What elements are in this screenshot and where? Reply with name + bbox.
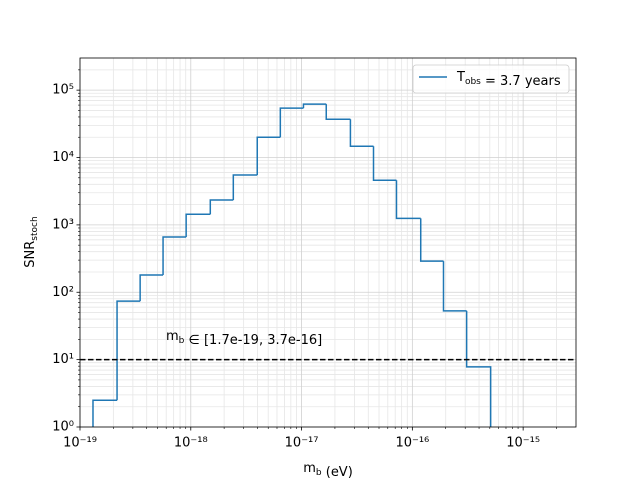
histogram-step: [256, 136, 281, 176]
histogram-step: [349, 119, 374, 147]
axes-frame: [79, 57, 577, 428]
y-axis-label: SNRstoch: [23, 216, 40, 267]
y-tick-label: 10²: [52, 285, 74, 300]
legend: Tobs = 3.7 years: [412, 64, 570, 94]
y-tick-label: 10¹: [52, 352, 74, 367]
histogram-step: [185, 213, 211, 238]
y-tick-label: 10⁵: [52, 83, 74, 98]
x-tick-label: 10⁻¹⁷: [285, 436, 319, 451]
plot-area: [80, 103, 576, 427]
histogram-step: [465, 310, 492, 427]
histogram-step: [92, 399, 118, 427]
histogram-step: [395, 180, 421, 220]
legend-box: [412, 64, 570, 94]
x-tick-label: 10⁻¹⁹: [63, 436, 97, 451]
y-tick-label: 10³: [52, 217, 74, 232]
histogram-step: [116, 300, 141, 401]
y-tick-label: 10⁰: [52, 420, 74, 435]
histogram-step: [442, 261, 467, 312]
histogram-step: [302, 103, 327, 109]
ticks: 10⁻¹⁹ 10⁻¹⁸ 10⁻¹⁷ 10⁻¹⁶ 10⁻¹⁵ 10⁰ 10¹ 10² 10³ 10⁴…: [52, 69, 557, 451]
histogram-step: [139, 274, 164, 302]
x-tick-label: 10⁻¹⁵: [506, 436, 540, 451]
x-axis-label: mb (eV): [303, 461, 353, 480]
legend-label: Tobs = 3.7 years: [456, 70, 561, 89]
histogram-step: [209, 199, 234, 215]
x-tick-label: 10⁻¹⁸: [174, 436, 208, 451]
histogram-step: [279, 107, 304, 138]
histogram-step: [162, 236, 187, 276]
histogram-step: [419, 218, 444, 262]
histogram-step: [232, 174, 258, 201]
annotation: mb ∈ [1.7e-19, 3.7e-16]: [166, 329, 322, 348]
histogram-step: [325, 104, 351, 120]
y-tick-label: 10⁴: [52, 150, 74, 165]
x-tick-label: 10⁻¹⁶: [395, 436, 429, 451]
histogram-step: [372, 146, 397, 181]
grid: [79, 58, 576, 428]
